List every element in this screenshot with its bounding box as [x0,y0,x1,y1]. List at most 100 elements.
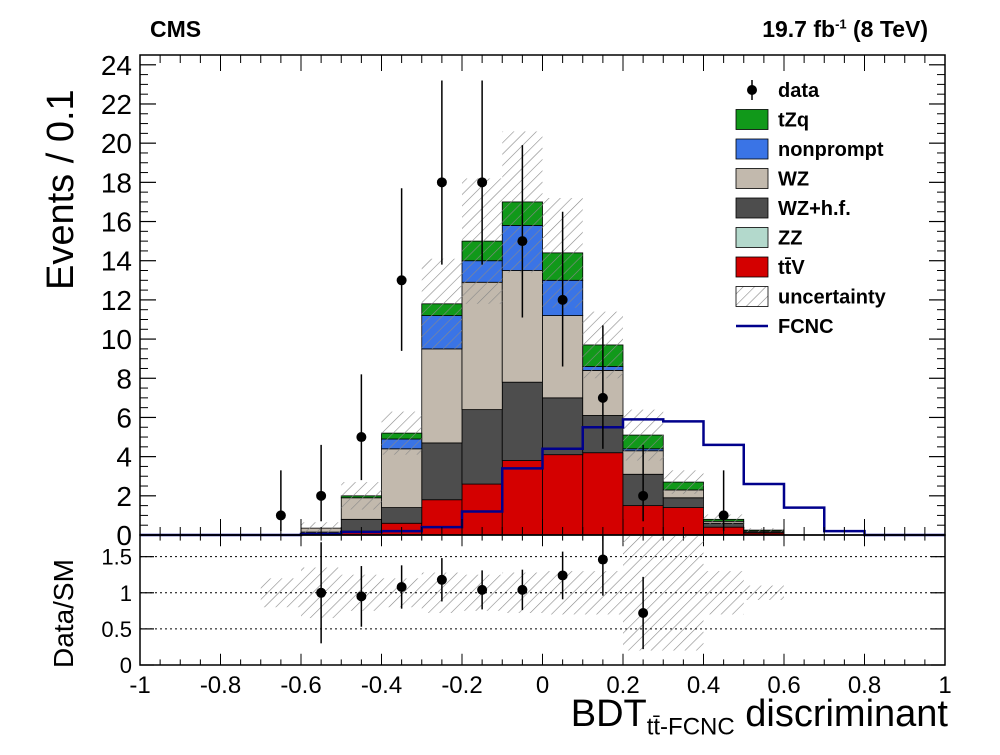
ratio-y-tick-label: 1.5 [101,545,132,570]
ratio-point [557,570,568,581]
ratio-panel: -1 -0.8 -0.6 -0.4 -0.2 0 0.2 0.4 0.6 0.8 1 0 0.5 1 1.5 [101,534,952,699]
legend-swatch [735,138,769,160]
histogram-bar-WZhf [461,409,503,485]
x-axis-label-subscript: tt̄-FCNC [646,713,735,741]
histogram-bar-WZhf [501,381,543,461]
y-tick-label: 12 [101,285,132,316]
legend-label: ZZ [778,228,802,250]
histogram-bar-ttV [542,454,584,536]
x-tick-label: 1 [938,672,951,699]
data-point [557,294,568,305]
y-tick-label: 2 [116,481,132,512]
legend-label: WZ+h.f. [778,198,851,220]
legend-label: FCNC [778,316,834,338]
data-point [356,432,367,443]
x-tick-label: 0.2 [606,672,639,699]
ratio-uncertainty-band [703,571,744,615]
uncertainty-band [421,258,462,349]
x-tick-label: 0 [536,672,549,699]
data-point [638,490,649,501]
uncertainty-band [381,411,422,455]
ratio-y-tick-label: 1 [120,581,132,606]
legend-label: tt̄V [778,257,805,279]
y-tick-label: 0 [116,520,132,551]
histogram-bar-WZhf [421,442,463,501]
histogram-bar-WZhf [542,397,584,456]
legend-label: WZ [778,169,809,191]
data-point [316,490,327,501]
legend-swatch [735,109,769,130]
data-point [275,510,286,521]
data-point [396,275,407,286]
y-tick-label: 24 [101,50,132,81]
lumi-value: 19.7 fb [762,16,836,42]
y-axis-label-main: Events / 0.1 [40,89,82,290]
legend-swatch [735,197,769,219]
ratio-y-tick-label: 0 [120,653,132,678]
y-tick-label: 6 [116,402,132,433]
legend-swatch-uncertainty [735,286,769,307]
ratio-point [396,582,407,592]
y-tick-label: 4 [116,442,132,473]
x-axis-label-tail: discriminant [734,693,948,735]
data-point [718,510,729,521]
ratio-frame [139,534,946,666]
x-tick-label: -0.6 [280,672,321,699]
legend: data tZq nonprompt WZ WZ+h.f. ZZ tt̄V uncertain… [735,80,887,338]
experiment-label: CMS [150,16,202,42]
y-tick-label: 14 [101,246,132,277]
x-tick-label: -0.8 [200,672,241,699]
x-tick-label: -1 [129,672,150,699]
histogram-bar-WZhf [381,507,423,524]
x-tick-label: -0.4 [361,672,402,699]
data-point [477,177,488,188]
histogram-bar-WZ [381,448,423,508]
histogram-bar-WZ [421,348,463,444]
y-tick-label: 18 [101,167,132,198]
legend-label: tZq [778,110,809,132]
ratio-point [597,554,608,565]
legend-swatch [735,168,769,189]
ratio-point [436,574,447,585]
ratio-point [517,584,528,595]
legend-marker-data-point [747,85,757,95]
fcnc-line [140,418,945,537]
uncertainty-band [663,470,704,494]
legend-label: data [778,80,820,102]
lumi-energy: (8 TeV) [846,16,928,42]
x-tick-label: -0.2 [441,672,482,699]
ratio-y-tick-label: 0.5 [101,617,132,642]
data-point [597,392,608,403]
y-tick-label: 10 [101,324,132,355]
legend-swatch [735,227,769,248]
uncertainty-band [341,482,382,510]
x-axis-label: BDTtt̄-FCNC discriminant [571,693,948,742]
legend-swatch [735,256,769,278]
y-axis-label-ratio: Data/SM [48,559,79,668]
data-point [436,177,447,188]
ratio-uncertainty-band [663,535,704,651]
y-tick-label: 20 [101,128,132,159]
y-tick-label: 22 [101,89,132,120]
ratio-point [638,608,649,618]
histogram-bar-ttV [501,460,543,536]
x-axis-label-main: BDT [570,693,647,735]
x-tick-label: 0.8 [848,672,881,699]
luminosity-label: 19.7 fb-1 (8 TeV) [762,16,928,43]
ratio-point [356,591,367,602]
y-tick-label: 16 [101,207,132,238]
ratio-point [477,584,488,595]
lumi-exponent: -1 [835,16,847,32]
data-point [517,236,528,247]
legend-label: nonprompt [778,139,884,161]
x-tick-label: 0.6 [767,672,800,699]
histogram-bar-ttV [582,452,624,536]
ratio-uncertainty-band [743,585,784,600]
ratio-point [316,587,327,598]
histogram-bar-WZhf [662,497,704,508]
x-tick-label: 0.4 [687,672,720,699]
y-tick-label: 8 [116,363,132,394]
